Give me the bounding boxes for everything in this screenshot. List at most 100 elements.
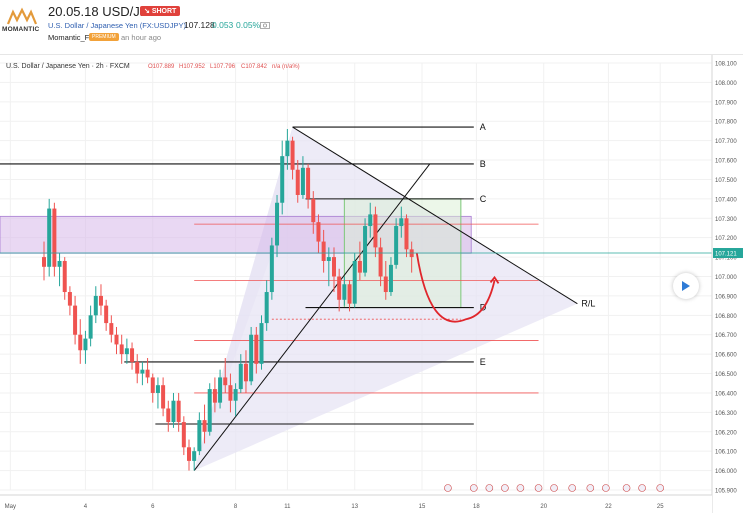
calendar-event-icon <box>485 484 494 492</box>
candle-body <box>249 334 254 382</box>
candle-body <box>378 247 383 277</box>
price-tick-label: 106.200 <box>715 430 737 436</box>
candle-body <box>238 363 243 390</box>
candle-body <box>161 385 166 409</box>
candle-body <box>275 202 280 246</box>
candle-body <box>404 218 409 250</box>
price-tick-label: 107.700 <box>715 139 737 145</box>
price-tick-label: 106.600 <box>715 353 737 359</box>
price-tick-label: 107.200 <box>715 236 737 242</box>
calendar-event-icon <box>516 484 525 492</box>
symbol-link[interactable]: U.S. Dollar / Japanese Yen (FX:USDJPY) <box>48 21 186 30</box>
price-change-percent: 0.05% <box>236 20 261 30</box>
candle-body <box>140 369 145 374</box>
candle-body <box>300 167 305 195</box>
play-button[interactable] <box>673 273 699 299</box>
candle-body <box>171 400 176 423</box>
candle-body <box>150 377 155 393</box>
candle-body <box>347 284 352 304</box>
price-tick-label: 106.400 <box>715 391 737 397</box>
idea-header: MOMANTIC 20.05.18 USD/JPY ↘ SHORT U.S. D… <box>0 0 743 55</box>
calendar-event-icon <box>602 484 610 492</box>
candle-body <box>57 260 62 267</box>
candle-body <box>104 305 109 324</box>
candle-body <box>331 257 336 277</box>
candle-body <box>228 385 233 401</box>
price-tick-label: 108.100 <box>715 62 737 68</box>
candle-body <box>316 222 321 242</box>
legend-ohlc-value: C107.842 <box>241 64 268 70</box>
chart-canvas[interactable]: ABCDER/L108.100108.000107.900107.800107.… <box>0 55 743 513</box>
time-tick-label: 11 <box>284 504 291 510</box>
time-tick-label: 8 <box>234 504 238 510</box>
candle-body <box>93 295 98 316</box>
resistance-trendline <box>292 126 578 305</box>
trendline-label: R/L <box>581 299 595 309</box>
candle-body <box>197 420 202 452</box>
price-tick-label: 107.400 <box>715 197 737 203</box>
short-badge-label: SHORT <box>151 8 177 15</box>
candle-body <box>254 334 259 364</box>
candle-body <box>259 323 264 364</box>
candle-body <box>373 214 378 248</box>
calendar-event-icon <box>501 484 509 492</box>
candle-body <box>202 420 207 432</box>
candle-body <box>207 389 212 432</box>
candle-body <box>368 214 373 227</box>
chart-area[interactable]: A B C D E R/L 108.100 108.000 107.900 107.800 107.… <box>0 55 743 513</box>
calendar-event-icon <box>568 484 576 492</box>
camera-icon[interactable] <box>260 21 270 29</box>
time-tick-label: 18 <box>473 504 480 510</box>
price-tick-label: 106.900 <box>715 294 737 300</box>
projection-arrow <box>415 253 496 323</box>
price-tick-label: 105.900 <box>715 489 737 495</box>
current-price-label: 107.121 <box>715 252 737 258</box>
candle-body <box>124 348 129 355</box>
candle-body <box>321 241 326 261</box>
candle-body <box>145 369 150 378</box>
candle-body <box>394 226 399 265</box>
candle-body <box>357 260 362 273</box>
price-tick-label: 106.700 <box>715 333 737 339</box>
price-tick-label: 107.000 <box>715 275 737 281</box>
candle-body <box>52 208 57 267</box>
candle-body <box>42 257 47 267</box>
price-tick-label: 107.100 <box>715 256 737 262</box>
candle-body <box>388 264 393 293</box>
current-price-tag <box>713 248 743 259</box>
time-tick-label: 25 <box>657 504 664 510</box>
last-price: 107.128 <box>184 20 215 30</box>
legend-ohlc-value: H107.952 <box>179 64 206 70</box>
candle-body <box>326 257 331 261</box>
candle-body <box>73 305 78 335</box>
candle-body <box>83 338 88 351</box>
candle-body <box>109 323 114 335</box>
time-ago: an hour ago <box>121 33 162 42</box>
time-tick-label: 13 <box>351 504 358 510</box>
author-name[interactable]: Momantic_FX <box>48 33 95 42</box>
calendar-event-icon <box>444 484 452 492</box>
level-label: E <box>480 357 486 367</box>
candle-body <box>342 284 347 300</box>
candle-body <box>264 292 269 324</box>
candle-body <box>295 169 300 195</box>
candle-body <box>130 348 135 362</box>
candle-body <box>285 140 290 157</box>
time-axis-bg <box>0 495 712 513</box>
candle-body <box>233 389 238 401</box>
calendar-event-icon <box>470 484 478 492</box>
calendar-event-icon <box>638 484 646 492</box>
candle-body <box>181 422 186 448</box>
candle-body <box>212 389 217 403</box>
level-label: A <box>480 122 486 132</box>
time-tick-label: May <box>5 504 16 510</box>
candle-body <box>223 377 228 386</box>
price-tick-label: 107.300 <box>715 217 737 223</box>
candle-body <box>306 167 311 199</box>
price-tick-label: 106.100 <box>715 450 737 456</box>
candle-body <box>88 315 93 339</box>
candle-body <box>187 447 192 461</box>
play-icon <box>682 281 690 291</box>
price-change: 0.053 <box>212 20 234 30</box>
calendar-event-icon <box>586 484 595 492</box>
